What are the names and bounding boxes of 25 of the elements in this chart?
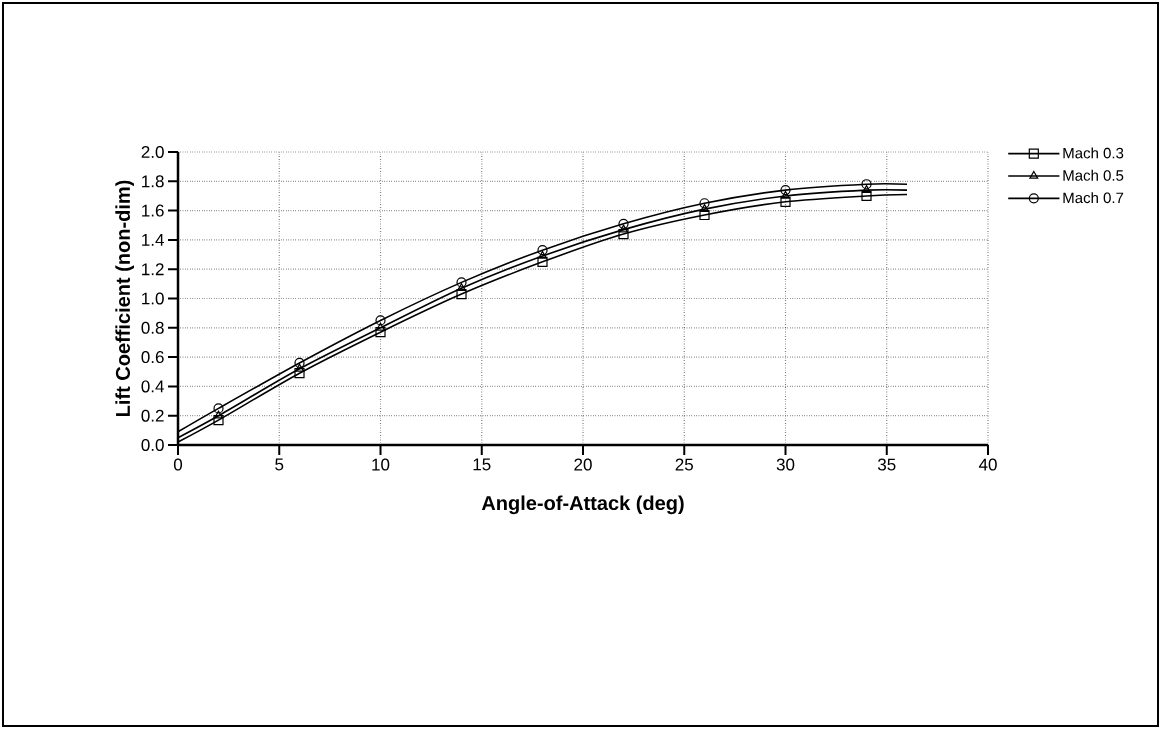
x-tick-label: 35 bbox=[877, 458, 896, 471]
x-axis-title: Angle-of-Attack (deg) bbox=[481, 495, 684, 515]
x-tick-label: 30 bbox=[776, 458, 795, 471]
x-tick-label: 0 bbox=[173, 458, 183, 471]
y-tick-label: 0.4 bbox=[141, 380, 164, 393]
y-tick-label: 1.0 bbox=[142, 292, 164, 305]
y-tick-label: 1.6 bbox=[142, 204, 164, 217]
x-tick-label: 15 bbox=[473, 458, 491, 471]
x-tick-label: 5 bbox=[275, 458, 284, 471]
y-tick-label: 1.4 bbox=[142, 234, 164, 246]
y-tick-label: 0.8 bbox=[141, 321, 164, 334]
legend-label: Mach 0.3 bbox=[1063, 147, 1124, 159]
y-tick-label: 1.2 bbox=[142, 263, 164, 276]
x-tick-label: 25 bbox=[675, 458, 693, 471]
y-tick-label: 1.8 bbox=[142, 175, 164, 188]
x-tick-label: 20 bbox=[574, 458, 592, 471]
y-tick-label: 0.6 bbox=[141, 351, 164, 364]
x-tick-label: 10 bbox=[372, 458, 390, 471]
legend-label: Mach 0.5 bbox=[1063, 169, 1124, 181]
y-tick-label: 0.0 bbox=[141, 438, 164, 452]
legend-label: Mach 0.7 bbox=[1063, 192, 1124, 204]
y-tick-label: 2.0 bbox=[141, 145, 164, 159]
x-tick-label: 40 bbox=[978, 458, 997, 471]
y-axis-title: Lift Coefficient (non-dim) bbox=[115, 180, 134, 417]
y-tick-label: 0.2 bbox=[141, 409, 164, 422]
